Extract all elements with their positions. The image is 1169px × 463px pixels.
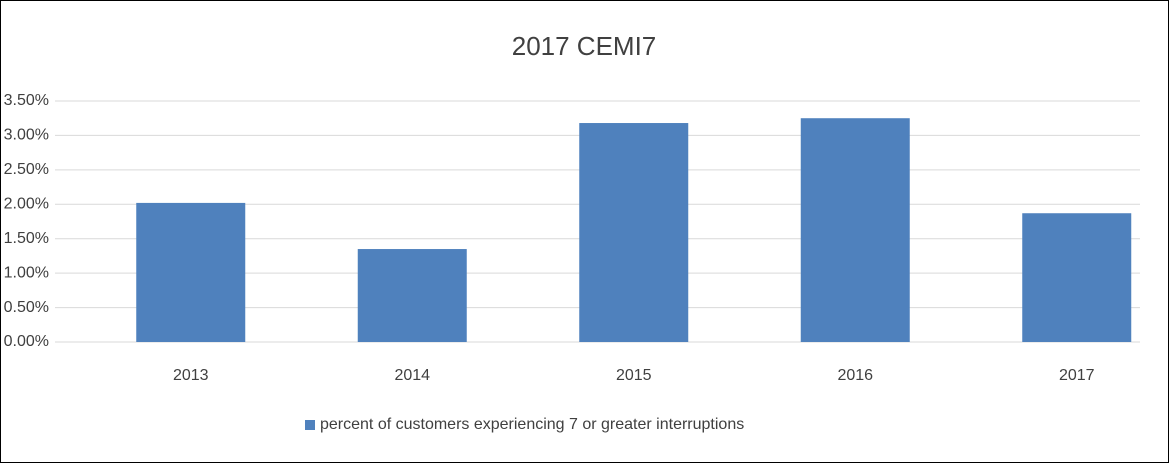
bar: [357, 249, 467, 342]
x-tick-label: 2015: [616, 367, 652, 384]
y-tick-label: 0.50%: [4, 299, 49, 316]
legend-swatch: [305, 420, 315, 430]
x-tick-label: 2017: [1059, 367, 1095, 384]
legend-label: percent of customers experiencing 7 or g…: [320, 416, 744, 433]
y-tick-label: 0.00%: [4, 333, 49, 350]
bar: [136, 202, 246, 342]
chart-title: 2017 CEMI7: [512, 31, 657, 61]
bar: [1022, 213, 1132, 342]
x-tick-label: 2013: [173, 367, 209, 384]
bar: [800, 118, 910, 342]
y-tick-label: 2.50%: [4, 161, 49, 178]
y-tick-label: 1.50%: [4, 230, 49, 247]
x-tick-label: 2014: [394, 367, 430, 384]
y-tick-label: 3.50%: [4, 92, 49, 109]
bar: [579, 123, 689, 342]
y-tick-label: 3.00%: [4, 127, 49, 144]
y-tick-label: 2.00%: [4, 196, 49, 213]
y-tick-label: 1.00%: [4, 264, 49, 281]
x-tick-label: 2016: [837, 367, 873, 384]
